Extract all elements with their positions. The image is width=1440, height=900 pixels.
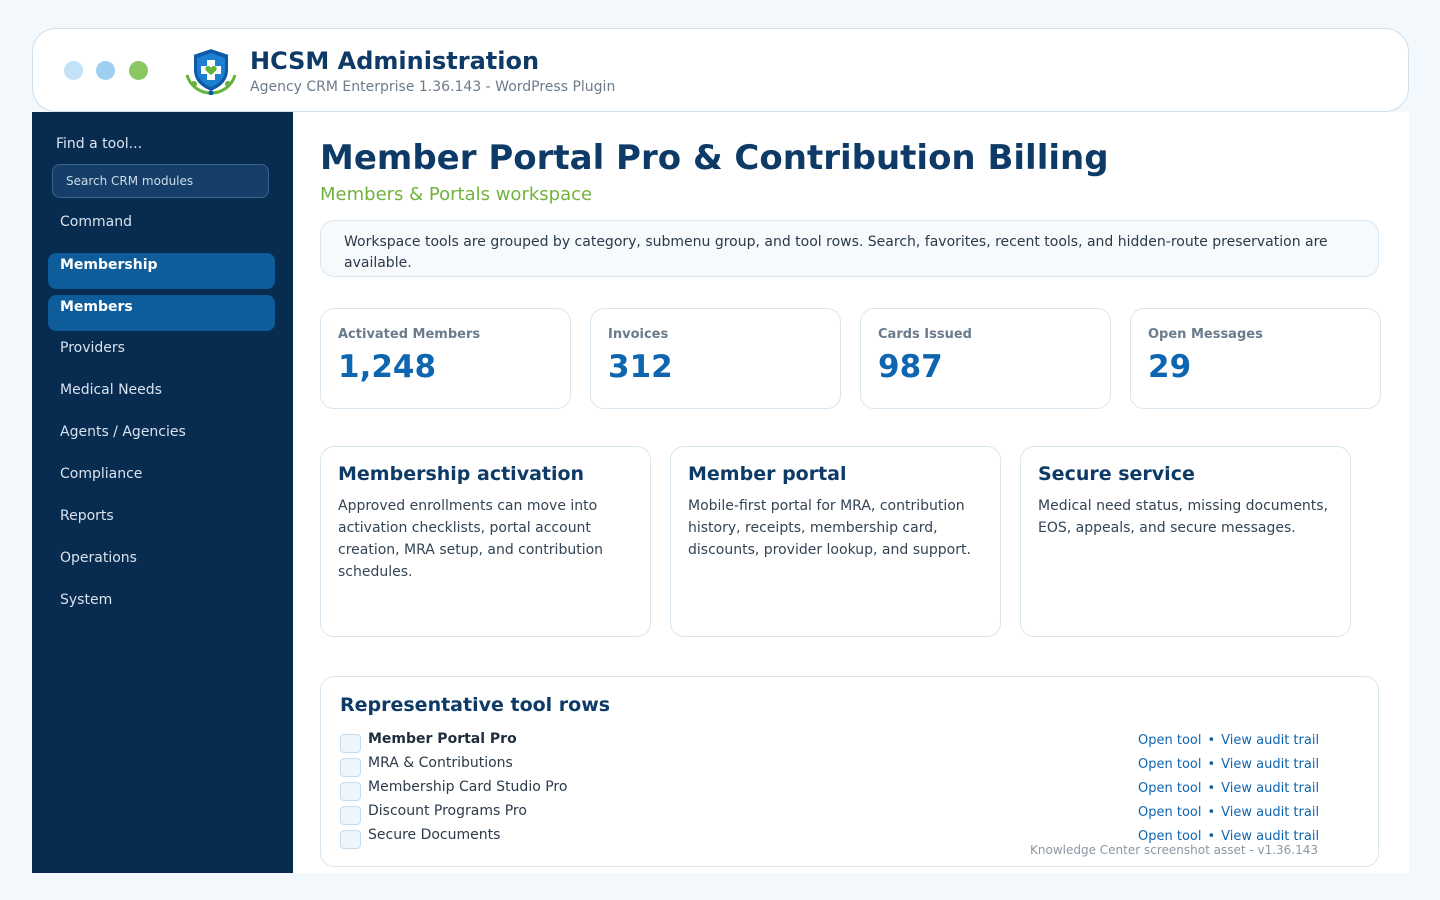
card-text: Approved enrollments can move into activ… (338, 498, 604, 580)
tool-row: Discount Programs Pro Open tool • View aud… (340, 803, 1340, 825)
open-tool-link[interactable]: Open tool (1138, 829, 1202, 844)
stat-value: 1,248 (338, 349, 437, 385)
tool-row: Membership Card Studio Pro Open tool • Vie… (340, 779, 1340, 801)
sidebar-item-operations[interactable]: Operations (60, 550, 137, 566)
app-title: HCSM Administration (250, 47, 540, 75)
tool-name: Discount Programs Pro (368, 803, 527, 819)
stat-label: Activated Members (338, 327, 481, 342)
tool-rows-panel: Representative tool rows Member Portal P… (320, 676, 1379, 867)
page-subtitle: Members & Portals workspace (320, 184, 593, 205)
tool-actions: Open tool • View audit trail (1138, 757, 1319, 772)
tool-checkbox[interactable] (340, 830, 361, 849)
tool-rows-title: Representative tool rows (340, 694, 611, 716)
view-audit-trail-link[interactable]: View audit trail (1221, 829, 1320, 844)
open-tool-link[interactable]: Open tool (1138, 781, 1202, 796)
open-tool-link[interactable]: Open tool (1138, 805, 1202, 820)
tool-name: Membership Card Studio Pro (368, 779, 568, 795)
view-audit-trail-link[interactable]: View audit trail (1221, 733, 1320, 748)
sidebar-item-reports[interactable]: Reports (60, 508, 114, 524)
tool-checkbox[interactable] (340, 758, 361, 777)
feature-card-membership-activation: Membership activation Approved enrollmen… (320, 446, 651, 637)
window-control-dot[interactable] (129, 61, 148, 80)
main-content: Member Portal Pro & Contribution Billing… (293, 112, 1409, 873)
stat-value: 29 (1148, 349, 1192, 385)
card-title: Membership activation (338, 463, 585, 485)
card-text: Mobile-first portal for MRA, contributio… (688, 498, 971, 558)
action-separator: • (1207, 757, 1216, 772)
sidebar-item-system[interactable]: System (60, 592, 113, 608)
window-control-dot[interactable] (96, 61, 115, 80)
tool-checkbox[interactable] (340, 734, 361, 753)
tool-actions: Open tool • View audit trail (1138, 733, 1319, 748)
tool-actions: Open tool • View audit trail (1138, 781, 1319, 796)
window-titlebar: HCSM Administration Agency CRM Enterpris… (32, 28, 1409, 112)
sidebar-item-members[interactable]: Members (48, 295, 275, 331)
sidebar-item-compliance[interactable]: Compliance (60, 466, 143, 482)
search-input[interactable] (52, 164, 269, 198)
footer-note: Knowledge Center screenshot asset - v1.3… (1030, 843, 1319, 857)
stat-label: Open Messages (1148, 327, 1263, 342)
tool-row: MRA & Contributions Open tool • View audit… (340, 755, 1340, 777)
feature-card-secure-service: Secure service Medical need status, miss… (1020, 446, 1351, 637)
action-separator: • (1207, 781, 1216, 796)
stat-card-invoices: Invoices 312 (590, 308, 841, 409)
action-separator: • (1207, 805, 1216, 820)
stat-card-open-messages: Open Messages 29 (1130, 308, 1381, 409)
sidebar-item-command[interactable]: Command (60, 214, 132, 230)
tool-row: Member Portal Pro Open tool • View audit t… (340, 731, 1340, 753)
action-separator: • (1207, 733, 1216, 748)
card-title: Secure service (1038, 463, 1195, 485)
shield-logo-icon (185, 46, 237, 95)
stat-card-cards-issued: Cards Issued 987 (860, 308, 1111, 409)
find-tool-label: Find a tool... (56, 136, 143, 152)
tool-name: Secure Documents (368, 827, 501, 843)
sidebar-item-medical-needs[interactable]: Medical Needs (60, 382, 162, 398)
card-text: Medical need status, missing documents, … (1038, 498, 1329, 536)
view-audit-trail-link[interactable]: View audit trail (1221, 805, 1320, 820)
card-title: Member portal (688, 463, 847, 485)
page-title: Member Portal Pro & Contribution Billing (320, 138, 1109, 178)
tool-checkbox[interactable] (340, 806, 361, 825)
feature-card-member-portal: Member portal Mobile-first portal for MR… (670, 446, 1001, 637)
open-tool-link[interactable]: Open tool (1138, 733, 1202, 748)
action-separator: • (1207, 829, 1216, 844)
stat-value: 312 (608, 349, 673, 385)
app-subtitle: Agency CRM Enterprise 1.36.143 - WordPre… (250, 79, 616, 95)
sidebar-item-providers[interactable]: Providers (60, 340, 125, 356)
stat-card-activated-members: Activated Members 1,248 (320, 308, 571, 409)
sidebar-item-membership[interactable]: Membership (48, 253, 275, 289)
stat-label: Invoices (608, 327, 669, 342)
info-banner: Workspace tools are grouped by category,… (320, 220, 1379, 277)
tool-actions: Open tool • View audit trail (1138, 829, 1319, 844)
tool-name: MRA & Contributions (368, 755, 513, 771)
tool-row: Secure Documents Open tool • View audit tr… (340, 827, 1340, 849)
view-audit-trail-link[interactable]: View audit trail (1221, 757, 1320, 772)
view-audit-trail-link[interactable]: View audit trail (1221, 781, 1320, 796)
stat-value: 987 (878, 349, 943, 385)
sidebar: Find a tool... Command Membership Member… (32, 112, 293, 873)
open-tool-link[interactable]: Open tool (1138, 757, 1202, 772)
tool-actions: Open tool • View audit trail (1138, 805, 1319, 820)
stat-label: Cards Issued (878, 327, 972, 342)
tool-checkbox[interactable] (340, 782, 361, 801)
window-control-dot[interactable] (64, 61, 83, 80)
sidebar-item-agents-agencies[interactable]: Agents / Agencies (60, 424, 186, 440)
tool-name: Member Portal Pro (368, 731, 517, 747)
